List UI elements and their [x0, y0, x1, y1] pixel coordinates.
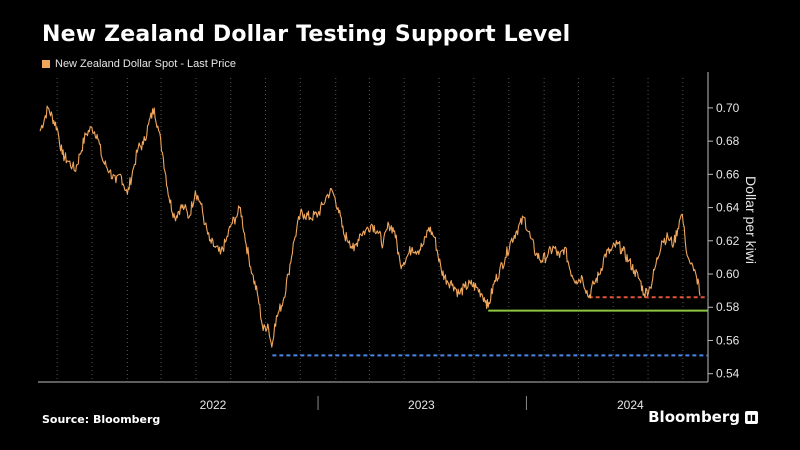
y-tick-label-2: 0.58 [716, 300, 740, 314]
chart-title: New Zealand Dollar Testing Support Level [42, 22, 571, 47]
y-tick-label-8: 0.70 [716, 101, 740, 115]
y-tick-label-7: 0.68 [716, 134, 740, 148]
y-axis-label: Dollar per kiwi [743, 176, 759, 264]
x-tick-label-2022: 2022 [200, 398, 227, 412]
y-tick-label-5: 0.64 [716, 201, 740, 215]
legend: New Zealand Dollar Spot - Last Price [42, 58, 236, 70]
bloomberg-logo: Bloomberg ▮▮ [648, 408, 758, 426]
y-tick-label-6: 0.66 [716, 167, 740, 181]
legend-swatch [42, 60, 50, 68]
x-tick-label-2023: 2023 [408, 398, 435, 412]
brand-name: Bloomberg [648, 408, 740, 426]
series-line-nzd-spot [39, 105, 701, 348]
y-tick-label-1: 0.56 [716, 333, 740, 347]
y-tick-label-3: 0.60 [716, 267, 740, 281]
legend-label: New Zealand Dollar Spot - Last Price [55, 58, 236, 70]
x-tick-label-2024: 2024 [617, 398, 644, 412]
bloomberg-icon: ▮▮ [745, 410, 758, 424]
source-note: Source: Bloomberg [42, 413, 161, 426]
y-tick-label-0: 0.54 [716, 367, 740, 381]
y-tick-label-4: 0.62 [716, 234, 740, 248]
